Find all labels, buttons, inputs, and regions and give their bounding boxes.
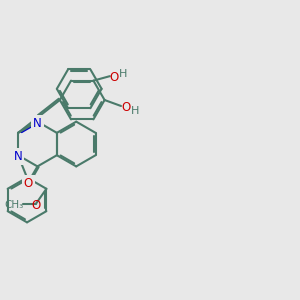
Text: N: N: [33, 117, 42, 130]
Text: H: H: [130, 106, 139, 116]
Text: N: N: [14, 150, 22, 163]
Text: O: O: [121, 101, 130, 114]
Text: N: N: [14, 150, 22, 163]
Text: O: O: [110, 71, 119, 84]
Text: N: N: [33, 117, 42, 130]
Text: CH₃: CH₃: [4, 200, 23, 210]
Text: H: H: [119, 69, 128, 79]
Text: O: O: [24, 177, 33, 190]
Text: O: O: [31, 199, 40, 212]
Text: O: O: [24, 177, 33, 190]
